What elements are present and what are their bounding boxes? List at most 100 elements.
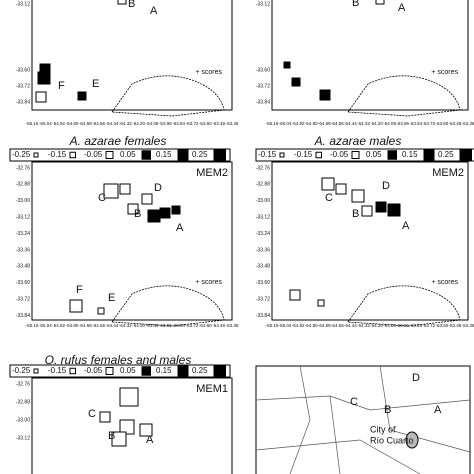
- site-label: F: [76, 284, 83, 296]
- x-tick-label: -64.44: [344, 121, 357, 126]
- site-label: A: [176, 222, 184, 234]
- y-tick-label: -33.12: [256, 215, 270, 221]
- legend-label: -0.15: [48, 366, 67, 375]
- x-tick-label: -64.92: [52, 121, 65, 126]
- legend-label: 0.05: [120, 150, 136, 159]
- legend-label: -0.15: [294, 150, 313, 159]
- x-tick-label: -65.16: [266, 121, 279, 126]
- scores-label: + scores: [195, 279, 222, 286]
- y-tick-label: -33.12: [256, 1, 270, 7]
- square-marker: [119, 387, 139, 407]
- y-tick-label: -33.00: [256, 198, 270, 204]
- x-tick-label: -64.68: [318, 323, 331, 328]
- site-label: F: [58, 80, 65, 92]
- legend-swatch: [69, 367, 76, 375]
- site-label: E: [92, 78, 99, 90]
- map-site-label: A: [434, 404, 442, 416]
- legend-label: 0.15: [156, 366, 172, 375]
- x-tick-label: -63.72: [186, 323, 199, 328]
- x-tick-label: -63.72: [186, 121, 199, 126]
- site-label: B: [352, 208, 359, 220]
- y-tick-label: -33.72: [16, 83, 30, 89]
- city-marker: [405, 431, 419, 449]
- legend-swatch: [315, 151, 322, 159]
- skull-outline: [111, 285, 225, 327]
- square-marker: [171, 205, 181, 215]
- panel-title: A. azarae females: [69, 134, 167, 148]
- y-tick-label: -33.60: [16, 67, 30, 73]
- x-tick-label: -63.36: [462, 121, 474, 126]
- x-tick-label: -64.92: [292, 323, 305, 328]
- y-tick-label: -33.60: [16, 280, 30, 286]
- square-marker: [35, 91, 47, 103]
- square-marker: [387, 203, 401, 217]
- legend-label: -0.15: [258, 150, 277, 159]
- legend-label: -0.05: [330, 150, 349, 159]
- x-tick-label: -64.80: [66, 323, 79, 328]
- x-tick-label: -63.96: [396, 121, 409, 126]
- legend-label: 0.25: [192, 150, 208, 159]
- x-tick-label: -63.48: [212, 323, 225, 328]
- y-tick-label: -33.84: [256, 313, 270, 319]
- x-tick-label: -64.20: [370, 121, 383, 126]
- x-tick-label: -64.56: [92, 323, 105, 328]
- square-marker: [375, 201, 387, 213]
- x-tick-label: -64.32: [357, 323, 370, 328]
- site-label: B: [352, 0, 359, 9]
- skull-outline: [347, 285, 461, 327]
- square-marker: [375, 0, 385, 5]
- mem-label: MEM2: [432, 167, 464, 179]
- scores-label: + scores: [431, 69, 458, 76]
- panel-frame: [271, 0, 469, 111]
- x-tick-label: -63.72: [422, 121, 435, 126]
- panel-frame: [31, 161, 233, 321]
- legend-label: 0.15: [402, 150, 418, 159]
- square-marker: [97, 307, 105, 315]
- square-marker: [321, 177, 335, 191]
- x-tick-label: -63.84: [172, 323, 185, 328]
- legend-swatch: [213, 148, 226, 162]
- y-tick-label: -33.36: [16, 247, 30, 253]
- square-marker: [291, 77, 301, 87]
- mem-label: MEM1: [196, 383, 228, 395]
- y-tick-label: -33.60: [256, 280, 270, 286]
- site-label: B: [128, 0, 135, 10]
- x-tick-label: -64.68: [79, 121, 92, 126]
- x-tick-label: -63.60: [199, 121, 212, 126]
- x-tick-label: -65.04: [39, 323, 52, 328]
- x-tick-label: -65.04: [279, 323, 292, 328]
- y-tick-label: -32.76: [16, 165, 30, 171]
- square-marker: [103, 183, 119, 199]
- scores-label: + scores: [431, 279, 458, 286]
- legend-swatch: [69, 151, 76, 159]
- legend-frame: [9, 148, 231, 162]
- x-tick-label: -64.08: [146, 323, 159, 328]
- x-tick-label: -63.84: [409, 121, 422, 126]
- x-tick-label: -63.60: [435, 121, 448, 126]
- square-marker: [351, 189, 365, 203]
- legend-label: -0.05: [84, 366, 103, 375]
- square-marker: [317, 299, 325, 307]
- square-marker: [119, 183, 131, 195]
- legend-swatch: [387, 150, 397, 160]
- legend-label: 0.05: [120, 366, 136, 375]
- square-marker: [159, 207, 171, 219]
- y-tick-label: -32.76: [256, 165, 270, 171]
- legend-swatch: [177, 365, 189, 377]
- x-tick-label: -63.96: [159, 323, 172, 328]
- skull-outline: [347, 75, 461, 117]
- x-tick-label: -64.80: [66, 121, 79, 126]
- legend-label: -0.25: [12, 150, 31, 159]
- mem-label: MEM2: [196, 167, 228, 179]
- x-tick-label: -63.36: [226, 323, 239, 328]
- y-tick-label: -33.00: [16, 198, 30, 204]
- site-label: C: [88, 408, 96, 420]
- x-tick-label: -64.32: [357, 121, 370, 126]
- x-tick-label: -63.48: [449, 323, 462, 328]
- x-tick-label: -64.08: [383, 323, 396, 328]
- x-tick-label: -64.44: [344, 323, 357, 328]
- y-tick-label: -33.72: [256, 297, 270, 303]
- city-label: Río Cuarto: [370, 435, 414, 445]
- y-tick-label: -33.00: [16, 417, 30, 423]
- x-tick-label: -64.44: [106, 121, 119, 126]
